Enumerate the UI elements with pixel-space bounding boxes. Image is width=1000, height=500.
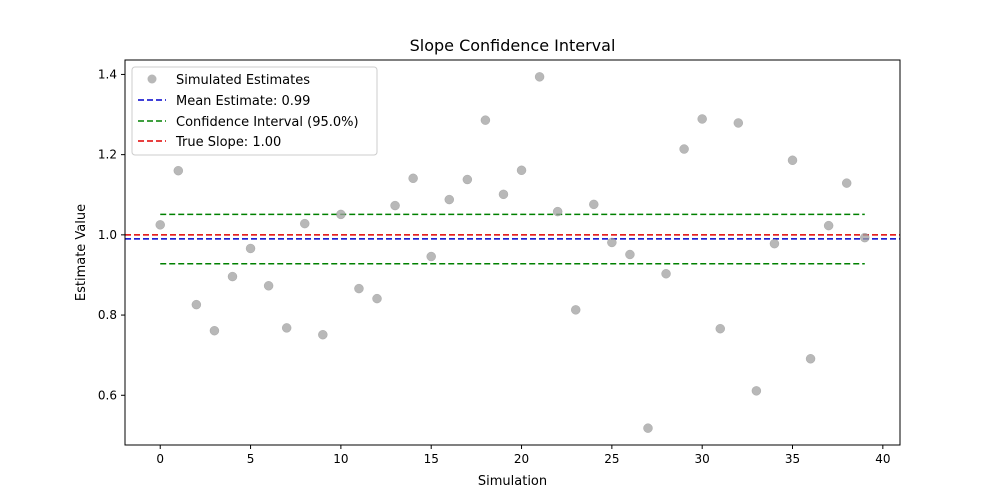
data-point <box>209 325 220 336</box>
data-point <box>372 293 382 304</box>
data-point <box>281 323 292 333</box>
data-point <box>263 281 274 291</box>
y-axis: 0.6 0.8 1.0 1.2 1.4 <box>98 67 125 402</box>
data-point <box>191 299 202 310</box>
data-point <box>607 237 617 248</box>
x-tick-label: 30 <box>695 452 710 466</box>
x-tick-label: 35 <box>785 452 800 466</box>
x-tick-label: 10 <box>333 452 348 466</box>
data-point <box>299 218 310 229</box>
data-point <box>426 251 436 262</box>
data-point <box>625 249 635 260</box>
data-point <box>534 72 545 82</box>
chart-title: Slope Confidence Interval <box>410 36 616 55</box>
x-axis: 0 5 10 15 20 25 30 35 40 <box>156 445 890 466</box>
data-point <box>444 194 455 205</box>
legend-marker-simulated-estimates <box>147 74 157 84</box>
data-point <box>354 283 364 294</box>
data-point <box>245 243 256 254</box>
data-point <box>715 323 726 334</box>
data-point <box>643 423 653 433</box>
legend-label-mean-estimate: Mean Estimate: 0.99 <box>176 94 310 109</box>
y-tick-label: 1.4 <box>98 67 117 81</box>
x-tick-label: 0 <box>156 452 164 466</box>
data-point <box>697 114 707 124</box>
x-tick-label: 5 <box>247 452 255 466</box>
legend-label-simulated-estimates: Simulated Estimates <box>176 73 310 88</box>
x-tick-label: 25 <box>604 452 619 466</box>
legend-label-confidence-interval: Confidence Interval (95.0%) <box>176 115 359 130</box>
data-point <box>841 178 852 188</box>
data-point <box>336 209 346 220</box>
x-tick-label: 40 <box>875 452 890 466</box>
data-point <box>462 174 473 185</box>
data-point <box>805 354 816 364</box>
y-tick-label: 0.8 <box>98 308 117 322</box>
x-axis-label: Simulation <box>478 474 547 489</box>
data-point <box>751 386 762 396</box>
data-point <box>155 220 165 230</box>
data-point <box>480 115 491 125</box>
data-point <box>787 155 798 166</box>
legend-label-true-slope: True Slope: 1.00 <box>175 135 281 150</box>
y-tick-label: 1.2 <box>98 148 117 162</box>
plot-frame <box>124 59 901 446</box>
data-point <box>589 199 599 210</box>
plot-area <box>125 72 900 433</box>
data-point <box>769 238 780 249</box>
data-point <box>173 165 184 176</box>
data-point <box>679 144 689 154</box>
data-point <box>227 271 238 282</box>
y-tick-label: 0.6 <box>98 388 117 402</box>
data-point <box>733 118 744 128</box>
x-tick-label: 20 <box>514 452 529 466</box>
data-point <box>498 189 509 200</box>
y-axis-label: Estimate Value <box>74 204 89 301</box>
x-tick-label: 15 <box>424 452 439 466</box>
legend-box <box>131 66 378 156</box>
data-point <box>408 173 418 184</box>
data-point <box>516 165 527 176</box>
y-tick-label: 1.0 <box>98 228 117 242</box>
legend: Simulated Estimates Mean Estimate: 0.99 … <box>131 66 378 156</box>
data-point <box>318 329 328 340</box>
data-point <box>390 200 400 211</box>
data-point <box>860 232 870 243</box>
data-point <box>823 220 834 231</box>
data-point <box>552 206 563 217</box>
data-point <box>661 269 671 279</box>
data-point <box>570 305 581 315</box>
